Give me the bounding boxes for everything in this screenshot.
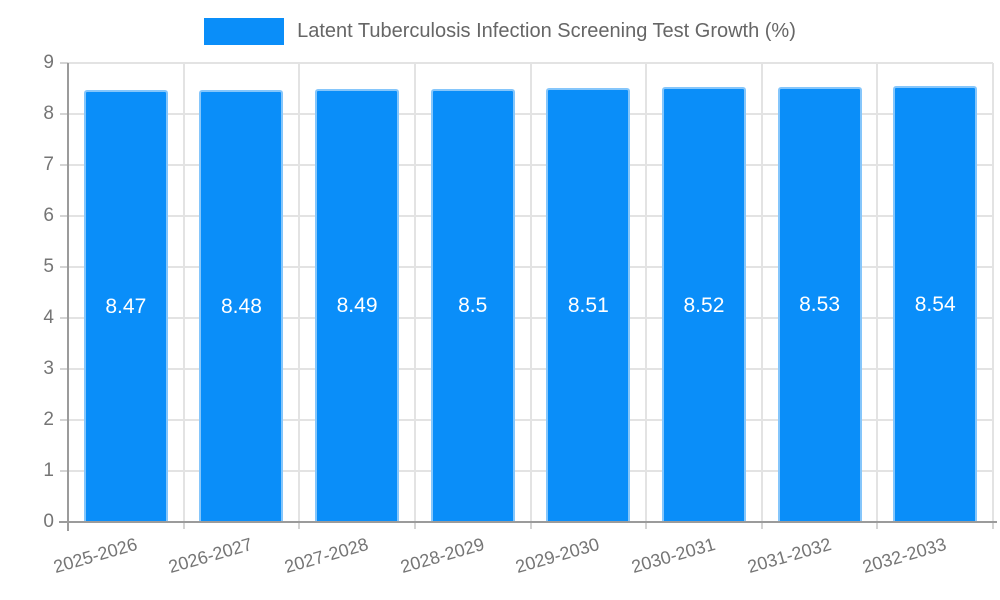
- y-tick-label: 5: [43, 256, 54, 277]
- bar-value-label: 8.51: [567, 293, 609, 317]
- y-tick-label: 8: [43, 103, 54, 124]
- y-tick-label: 1: [43, 460, 54, 481]
- x-tick-label: 2032-2033: [860, 534, 949, 577]
- y-tick-label: 0: [43, 511, 54, 532]
- y-tick-label: 7: [43, 154, 54, 175]
- v-gridline: [876, 63, 879, 522]
- x-tick-mark: [298, 522, 301, 529]
- x-axis-line: [59, 521, 997, 523]
- y-tick-mark: [60, 470, 68, 472]
- bar-value-label: 8.53: [799, 293, 840, 317]
- bar-value-label: 8.49: [336, 294, 378, 318]
- x-tick-mark: [413, 522, 416, 529]
- bar[interactable]: 8.52: [661, 87, 746, 522]
- x-tick-mark: [760, 522, 763, 529]
- bar-value-label: 8.54: [914, 293, 956, 317]
- v-gridline: [298, 63, 301, 522]
- y-tick-mark: [60, 113, 68, 115]
- y-tick-label: 2: [43, 409, 54, 430]
- bar[interactable]: 8.47: [83, 90, 168, 522]
- y-tick-mark: [60, 215, 68, 217]
- v-gridline: [529, 63, 532, 522]
- x-tick-mark: [645, 522, 648, 529]
- y-tick-mark: [60, 317, 68, 319]
- x-tick-mark: [876, 522, 879, 529]
- x-tick-label: 2030-2031: [629, 534, 718, 577]
- y-tick-mark: [60, 62, 68, 64]
- legend-swatch: [204, 17, 285, 45]
- y-tick-mark: [60, 266, 68, 268]
- x-tick-label: 2025-2026: [51, 534, 140, 577]
- chart-legend[interactable]: Latent Tuberculosis Infection Screening …: [0, 16, 1000, 46]
- x-tick-mark: [992, 522, 994, 529]
- bar[interactable]: 8.54: [893, 86, 978, 522]
- y-tick-mark: [60, 419, 68, 421]
- y-tick-label: 6: [43, 205, 54, 226]
- v-gridline: [413, 63, 416, 522]
- y-tick-mark: [60, 164, 68, 166]
- y-axis-line: [67, 63, 69, 531]
- bar[interactable]: 8.53: [777, 86, 862, 522]
- v-gridline: [760, 63, 763, 522]
- bar[interactable]: 8.48: [199, 89, 284, 522]
- y-tick-label: 4: [43, 307, 54, 328]
- bar-value-label: 8.47: [105, 295, 147, 318]
- x-tick-mark: [182, 522, 185, 529]
- v-gridline: [992, 63, 994, 522]
- y-tick-mark: [60, 368, 68, 370]
- v-gridline: [182, 63, 185, 522]
- bar[interactable]: 8.5: [430, 88, 515, 522]
- legend-label: Latent Tuberculosis Infection Screening …: [297, 19, 796, 42]
- bar[interactable]: 8.51: [546, 87, 631, 522]
- x-tick-label: 2027-2028: [282, 534, 371, 577]
- x-tick-label: 2028-2029: [397, 534, 487, 577]
- bar-value-label: 8.48: [221, 294, 262, 318]
- v-gridline: [645, 63, 648, 522]
- bar-value-label: 8.5: [458, 294, 488, 318]
- x-tick-label: 2026-2027: [166, 534, 255, 577]
- bar-value-label: 8.52: [683, 293, 725, 317]
- y-tick-label: 9: [43, 52, 54, 73]
- y-tick-label: 3: [43, 358, 54, 379]
- bar[interactable]: 8.49: [315, 89, 400, 522]
- x-tick-label: 2029-2030: [513, 534, 602, 577]
- x-tick-mark: [529, 522, 532, 529]
- x-tick-label: 2031-2032: [744, 534, 834, 577]
